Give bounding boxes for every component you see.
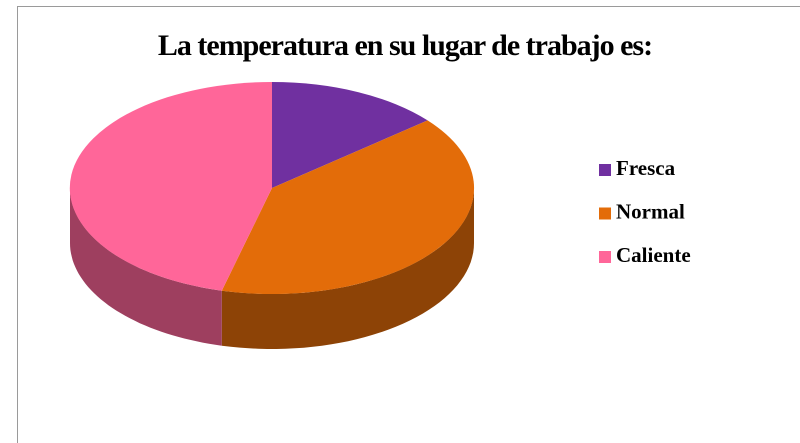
- pie-slice: [272, 82, 428, 188]
- legend: Fresca Normal Caliente: [599, 156, 691, 267]
- pie-top: [69, 81, 475, 295]
- legend-swatch: [599, 207, 611, 220]
- pie-side: [70, 188, 222, 346]
- legend-swatch: [599, 251, 611, 263]
- legend-swatch: [599, 164, 611, 176]
- legend-label: Caliente: [616, 243, 691, 267]
- pie-slice: [69, 81, 272, 291]
- pie-sides: [70, 188, 474, 349]
- legend-label: Fresca: [616, 156, 676, 180]
- chart-title: La temperatura en su lugar de trabajo es…: [158, 29, 652, 62]
- pie-slice: [221, 120, 475, 295]
- legend-label: Normal: [616, 199, 685, 223]
- pie-side: [221, 188, 474, 349]
